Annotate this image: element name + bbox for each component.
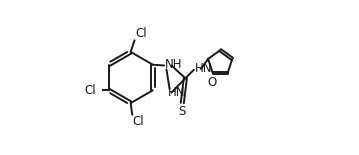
Text: HN: HN: [195, 62, 212, 75]
Text: HN: HN: [168, 86, 185, 99]
Text: NH: NH: [164, 58, 182, 71]
Text: O: O: [208, 76, 216, 89]
Text: Cl: Cl: [135, 27, 147, 40]
Text: S: S: [178, 105, 185, 118]
Text: Cl: Cl: [133, 115, 144, 128]
Text: Cl: Cl: [85, 84, 97, 97]
